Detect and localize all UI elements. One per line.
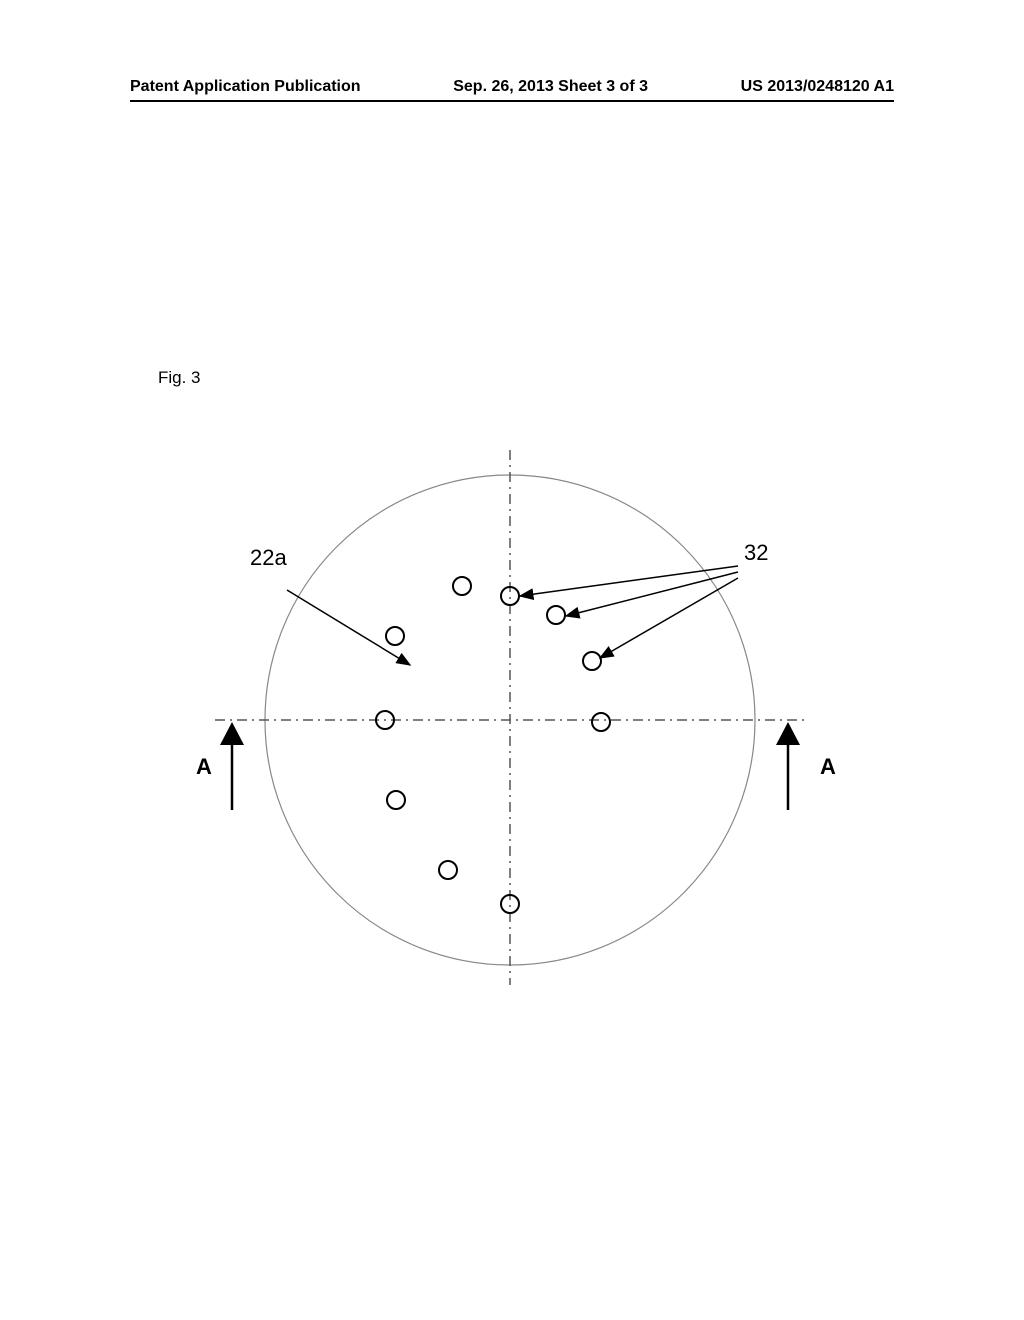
section-label-a-left: A: [196, 754, 212, 780]
small-circle: [592, 713, 610, 731]
diagram: 22a 32 A A: [160, 440, 860, 1000]
diagram-svg: [160, 440, 860, 1000]
small-circle: [547, 606, 565, 624]
small-circle: [387, 791, 405, 809]
header-left: Patent Application Publication: [130, 78, 361, 96]
ref-label-32: 32: [744, 540, 768, 566]
section-arrow-right: [776, 722, 800, 810]
header-right: US 2013/0248120 A1: [741, 78, 894, 96]
figure-label: Fig. 3: [158, 368, 201, 388]
small-circle: [453, 577, 471, 595]
header-underline: [130, 100, 894, 102]
header-center: Sep. 26, 2013 Sheet 3 of 3: [453, 78, 648, 96]
page-header: Patent Application Publication Sep. 26, …: [0, 78, 1024, 96]
section-label-a-right: A: [820, 754, 836, 780]
small-circle: [583, 652, 601, 670]
small-circles-group: [376, 577, 610, 913]
small-circle: [439, 861, 457, 879]
leader-32-arrow: [566, 572, 738, 616]
small-circle: [386, 627, 404, 645]
leader-32-arrows: [520, 566, 738, 658]
section-arrow-left: [220, 722, 244, 810]
ref-label-22a: 22a: [250, 545, 287, 571]
